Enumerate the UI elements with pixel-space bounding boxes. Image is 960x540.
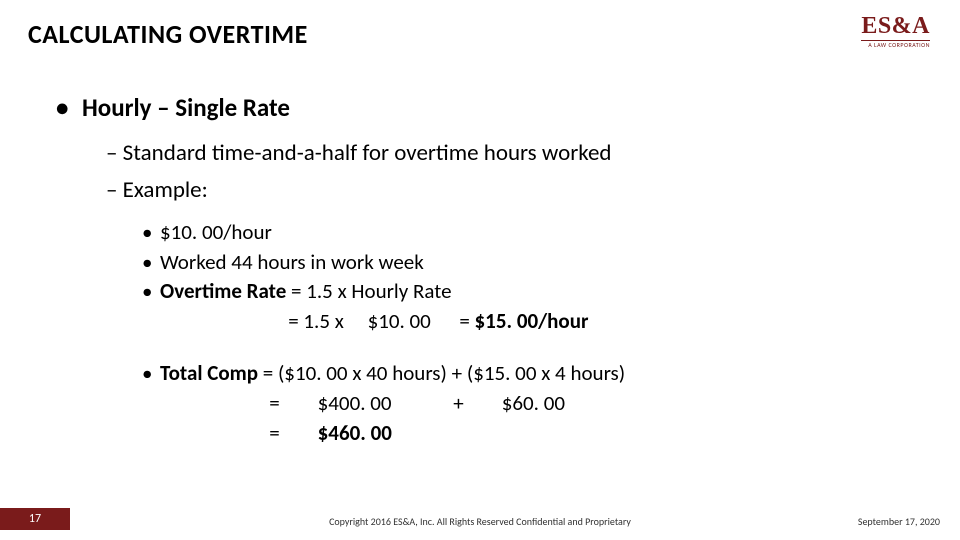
subpoint-standard: – Standard time-and-a-half for overtime … bbox=[106, 137, 930, 170]
heading-hourly-single-rate: •Hourly – Single Rate bbox=[56, 92, 930, 123]
calc-pad bbox=[160, 308, 288, 334]
spacer bbox=[142, 337, 930, 359]
overtime-result: $15. 00/hour bbox=[475, 308, 589, 334]
ex1-text: $10. 00/hour bbox=[160, 219, 272, 245]
copyright-text: Copyright 2016 ES&A, Inc. All Rights Res… bbox=[0, 515, 960, 528]
subpoint-example: – Example: bbox=[106, 174, 930, 207]
logo-subtext: A LAW CORPORATION bbox=[861, 41, 930, 49]
overtime-rate-line1: •Overtime Rate = 1.5 x Hourly Rate bbox=[142, 277, 930, 307]
total-comp-result: $460. 00 bbox=[318, 420, 392, 446]
bullet-icon: • bbox=[142, 218, 160, 248]
total-comp-eq: = bbox=[269, 420, 317, 446]
l1-text: Hourly – Single Rate bbox=[82, 92, 290, 123]
overtime-calc: = 1.5 x $10. 00 = bbox=[288, 308, 474, 334]
total-comp-calc: = $400. 00 + $60. 00 bbox=[269, 390, 565, 416]
total-comp-formula: = ($10. 00 x 40 hours) + ($15. 00 x 4 ho… bbox=[258, 360, 625, 386]
slide-title: CALCULATING OVERTIME bbox=[28, 18, 308, 50]
total-comp-line2: = $400. 00 + $60. 00 bbox=[160, 389, 930, 419]
example-block: •$10. 00/hour •Worked 44 hours in work w… bbox=[142, 218, 930, 449]
overtime-rate-formula: = 1.5 x Hourly Rate bbox=[286, 278, 451, 304]
bullet-icon: • bbox=[142, 277, 160, 307]
calc-pad bbox=[160, 420, 269, 446]
brand-logo: ES&A A LAW CORPORATION bbox=[861, 13, 930, 49]
ex2-text: Worked 44 hours in work week bbox=[160, 249, 424, 275]
total-comp-label: Total Comp bbox=[160, 360, 258, 386]
overtime-rate-label: Overtime Rate bbox=[160, 278, 286, 304]
overtime-rate-line2: = 1.5 x $10. 00 = $15. 00/hour bbox=[160, 307, 930, 337]
example-hours: •Worked 44 hours in work week bbox=[142, 248, 930, 278]
bullet-icon: • bbox=[56, 92, 82, 123]
bullet-icon: • bbox=[142, 359, 160, 389]
footer-date: September 17, 2020 bbox=[858, 515, 940, 528]
logo-text: ES&A bbox=[861, 13, 930, 41]
total-comp-line1: •Total Comp = ($10. 00 x 40 hours) + ($1… bbox=[142, 359, 930, 389]
calc-pad bbox=[160, 390, 269, 416]
total-comp-line3: = $460. 00 bbox=[160, 419, 930, 449]
slide-body: •Hourly – Single Rate – Standard time-an… bbox=[56, 92, 930, 448]
bullet-icon: • bbox=[142, 248, 160, 278]
example-rate: •$10. 00/hour bbox=[142, 218, 930, 248]
